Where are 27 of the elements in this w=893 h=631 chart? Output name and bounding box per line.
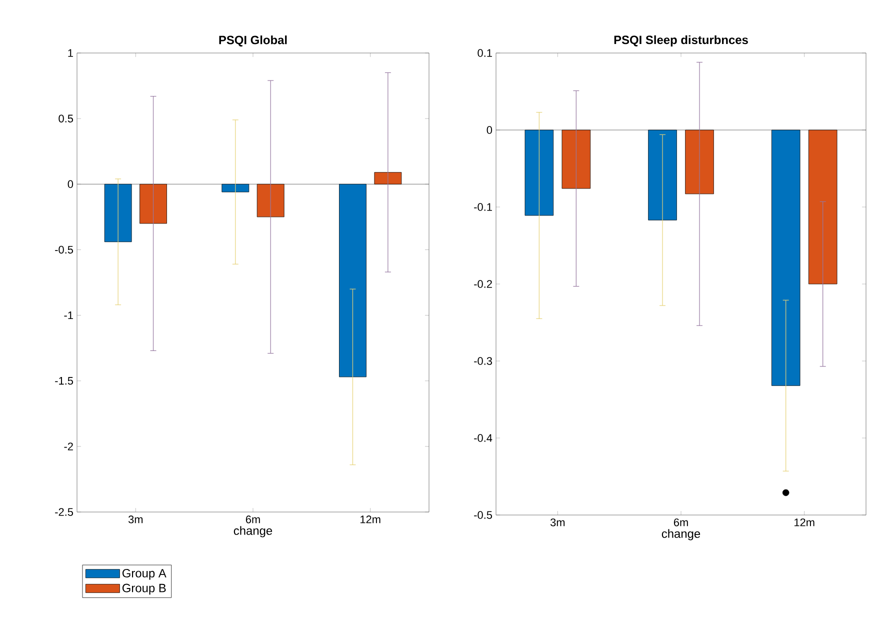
legend-label: Group A <box>122 568 166 580</box>
legend-label: Group B <box>122 584 166 595</box>
x-tick-label: 12m <box>360 516 380 524</box>
x-axis-title: change <box>234 526 272 538</box>
y-tick-label: -1 <box>64 312 73 320</box>
y-tick-label: -1.5 <box>55 377 74 385</box>
y-tick-label: -0.3 <box>474 357 492 365</box>
y-tick-label: -0.4 <box>474 434 492 442</box>
y-tick-label: 0 <box>486 126 492 134</box>
y-tick-label: 0 <box>68 180 74 188</box>
y-tick-label: -0.5 <box>474 511 492 519</box>
chart-title: PSQI Global <box>219 35 287 46</box>
x-tick-label: 12m <box>794 518 814 526</box>
x-tick-label: 3m <box>550 518 565 526</box>
y-tick-label: -0.2 <box>474 280 492 288</box>
y-tick-label: -2.5 <box>55 508 74 516</box>
y-tick-label: -0.5 <box>55 246 74 254</box>
x-tick-label: 3m <box>128 516 143 524</box>
x-tick-label: 6m <box>674 518 688 526</box>
x-tick-label: 6m <box>246 516 260 524</box>
x-axis-title: change <box>662 529 700 540</box>
y-tick-label: -2 <box>64 442 73 450</box>
chart-title: PSQI Sleep disturbnces <box>614 35 748 46</box>
y-tick-label: 0.1 <box>478 49 492 57</box>
y-tick-label: 1 <box>68 49 73 57</box>
y-tick-label: -0.1 <box>474 203 492 211</box>
y-tick-label: 0.5 <box>58 114 74 122</box>
